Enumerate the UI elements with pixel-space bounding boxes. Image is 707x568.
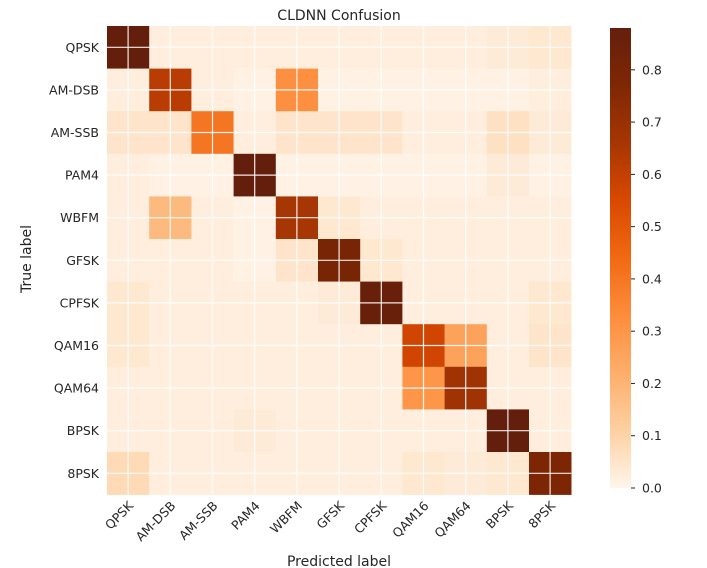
colorbar-tick-label: 0.8 (642, 62, 662, 77)
colorbar (610, 28, 631, 488)
x-tick-label: AM-DSB (132, 498, 178, 544)
y-tick-label: QAM64 (54, 381, 99, 396)
y-tick-label: WBFM (60, 210, 99, 225)
colorbar-tick-label: 0.5 (642, 219, 662, 234)
y-tick-label: QAM16 (54, 338, 99, 353)
y-tick-label: CPFSK (60, 295, 100, 310)
x-tick-label: 8PSK (525, 498, 559, 532)
y-tick-label: QPSK (65, 40, 99, 55)
x-tick-label: CPFSK (351, 498, 390, 537)
x-tick-label: AM-SSB (176, 498, 221, 543)
y-tick-label: AM-SSB (51, 125, 99, 140)
chart-title: CLDNN Confusion (277, 8, 400, 24)
x-tick-label: QAM16 (389, 498, 432, 541)
x-tick-label: QAM64 (431, 498, 474, 541)
colorbar-tick-label: 0.2 (642, 376, 662, 391)
x-tick-label: BPSK (483, 498, 517, 532)
x-tick-label: QPSK (102, 498, 137, 533)
colorbar-tick-label: 0.7 (642, 115, 662, 130)
heatmap-grid (107, 26, 572, 495)
colorbar-ticks: 0.0 0.1 0.2 0.3 0.4 0.5 0.6 0.7 0.8 (631, 62, 662, 496)
colorbar-tick-label: 0.3 (642, 324, 662, 339)
y-axis-label: True label (19, 225, 35, 294)
y-tick-label: GFSK (66, 253, 100, 268)
colorbar-tick-label: 0.1 (642, 428, 662, 443)
colorbar-tick-label: 0.6 (642, 167, 662, 182)
x-tick-label: WBFM (267, 498, 305, 536)
colorbar-tick-label: 0.0 (642, 481, 662, 496)
y-tick-labels: QPSK AM-DSB AM-SSB PAM4 WBFM GFSK CPFSK QAM16 QA… (49, 40, 100, 481)
y-tick-label: BPSK (67, 423, 100, 438)
colorbar-tick-label: 0.4 (642, 271, 662, 286)
y-tick-label: PAM4 (65, 168, 99, 183)
x-axis-label: Predicted label (287, 554, 391, 568)
x-tick-label: PAM4 (228, 498, 263, 533)
y-tick-label: AM-DSB (49, 82, 99, 97)
y-tick-label: 8PSK (67, 466, 99, 481)
x-tick-label: GFSK (313, 498, 347, 532)
